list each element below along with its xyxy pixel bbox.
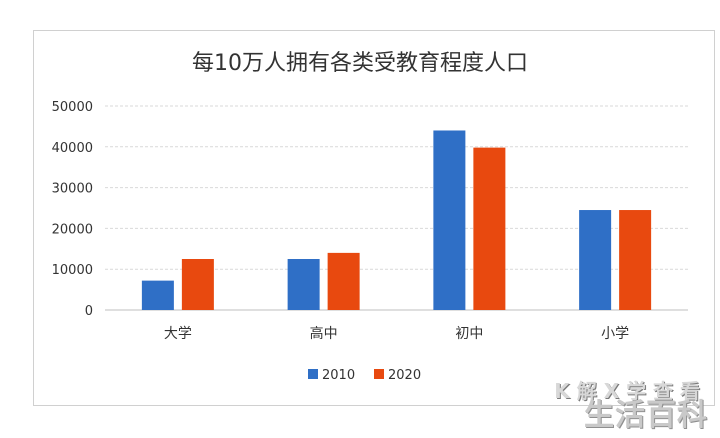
bar-2020-0: [181, 259, 214, 310]
y-tick-label: 10000: [52, 263, 93, 278]
legend-label: 2010: [322, 368, 355, 383]
bar-2010-2: [433, 130, 466, 310]
y-axis-labels: 0 10000 20000 30000 40000 50000: [52, 100, 93, 319]
x-axis-labels: 大学 高中 初中 小学: [164, 325, 629, 342]
y-tick-label: 0: [85, 304, 93, 319]
bar-2020-1: [327, 252, 360, 310]
y-tick-label: 40000: [52, 141, 93, 156]
y-tick-label: 50000: [52, 100, 93, 115]
y-tick-label: 20000: [52, 222, 93, 237]
legend: 2010 2020: [308, 368, 421, 383]
bar-2020-3: [619, 210, 652, 310]
legend-swatch: [374, 369, 384, 379]
legend-label: 2020: [388, 368, 421, 383]
x-tick-label: 高中: [310, 325, 338, 342]
x-tick-label: 初中: [455, 325, 483, 342]
chart-title: 每10万人拥有各类受教育程度人口: [192, 51, 528, 76]
y-tick-label: 30000: [52, 182, 93, 197]
watermark-text: 生活百科: [584, 398, 708, 433]
bar-2010-0: [141, 280, 174, 310]
bar-2020-2: [473, 147, 506, 310]
x-tick-label: 小学: [601, 326, 629, 342]
watermark-top: K 解 X 学 查 看: [554, 379, 700, 403]
bars: [141, 130, 652, 310]
bar-2010-1: [287, 259, 320, 310]
legend-swatch: [308, 369, 318, 379]
bar-2010-3: [579, 210, 612, 310]
x-tick-label: 大学: [164, 326, 192, 342]
